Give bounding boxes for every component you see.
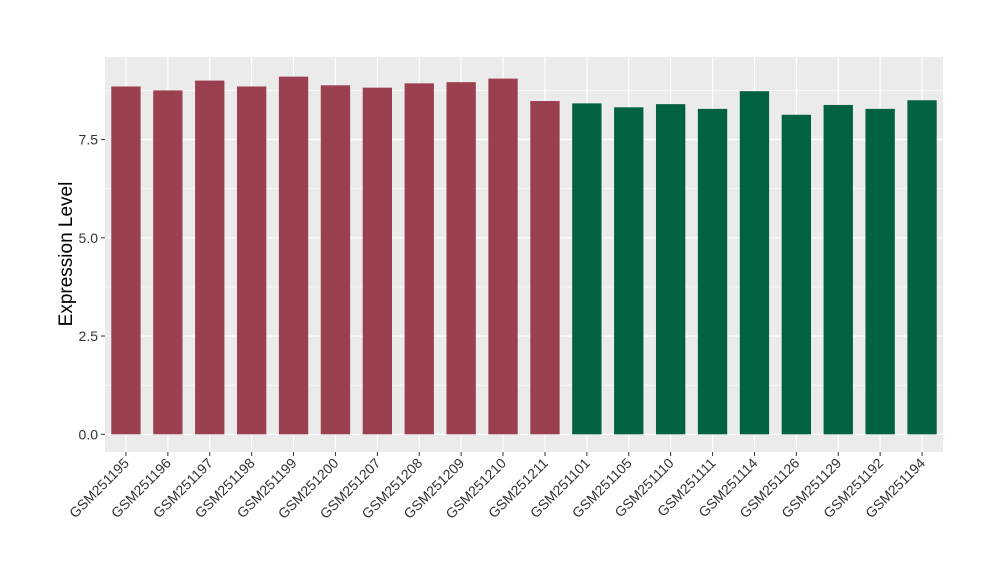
bar-GSM251194: [907, 100, 937, 435]
y-tick-label: 5.0: [79, 230, 99, 246]
plot-panel: [105, 57, 943, 452]
bar-GSM251105: [614, 107, 644, 435]
bar-GSM251209: [446, 82, 476, 435]
bar-GSM251110: [655, 104, 686, 435]
bar-GSM251197: [195, 80, 225, 435]
bar-GSM251207: [362, 87, 393, 435]
y-axis-title: Expression Level: [56, 182, 77, 327]
bar-GSM251198: [236, 86, 267, 435]
bar-GSM251200: [320, 85, 351, 435]
bar-GSM251126: [781, 114, 812, 435]
bar-GSM251114: [739, 91, 770, 435]
bars: [111, 76, 937, 435]
bar-GSM251129: [823, 104, 853, 435]
bar-GSM251192: [865, 108, 895, 435]
bar-GSM251101: [572, 103, 602, 435]
y-tick-label: 7.5: [79, 132, 99, 148]
bar-GSM251195: [111, 86, 141, 435]
bar-GSM251211: [530, 101, 560, 435]
bar-GSM251196: [153, 90, 183, 435]
bar-GSM251111: [697, 108, 728, 435]
bar-GSM251208: [404, 83, 434, 435]
bar-GSM251199: [278, 76, 309, 435]
y-tick-label: 2.5: [79, 328, 99, 344]
y-axis: 0.0 2.5 5.0 7.5: [79, 132, 105, 442]
y-tick-label: 0.0: [79, 426, 99, 442]
bar-GSM251210: [488, 78, 518, 435]
x-axis: GSM251195GSM251196GSM251197GSM251198GSM2…: [66, 452, 928, 522]
